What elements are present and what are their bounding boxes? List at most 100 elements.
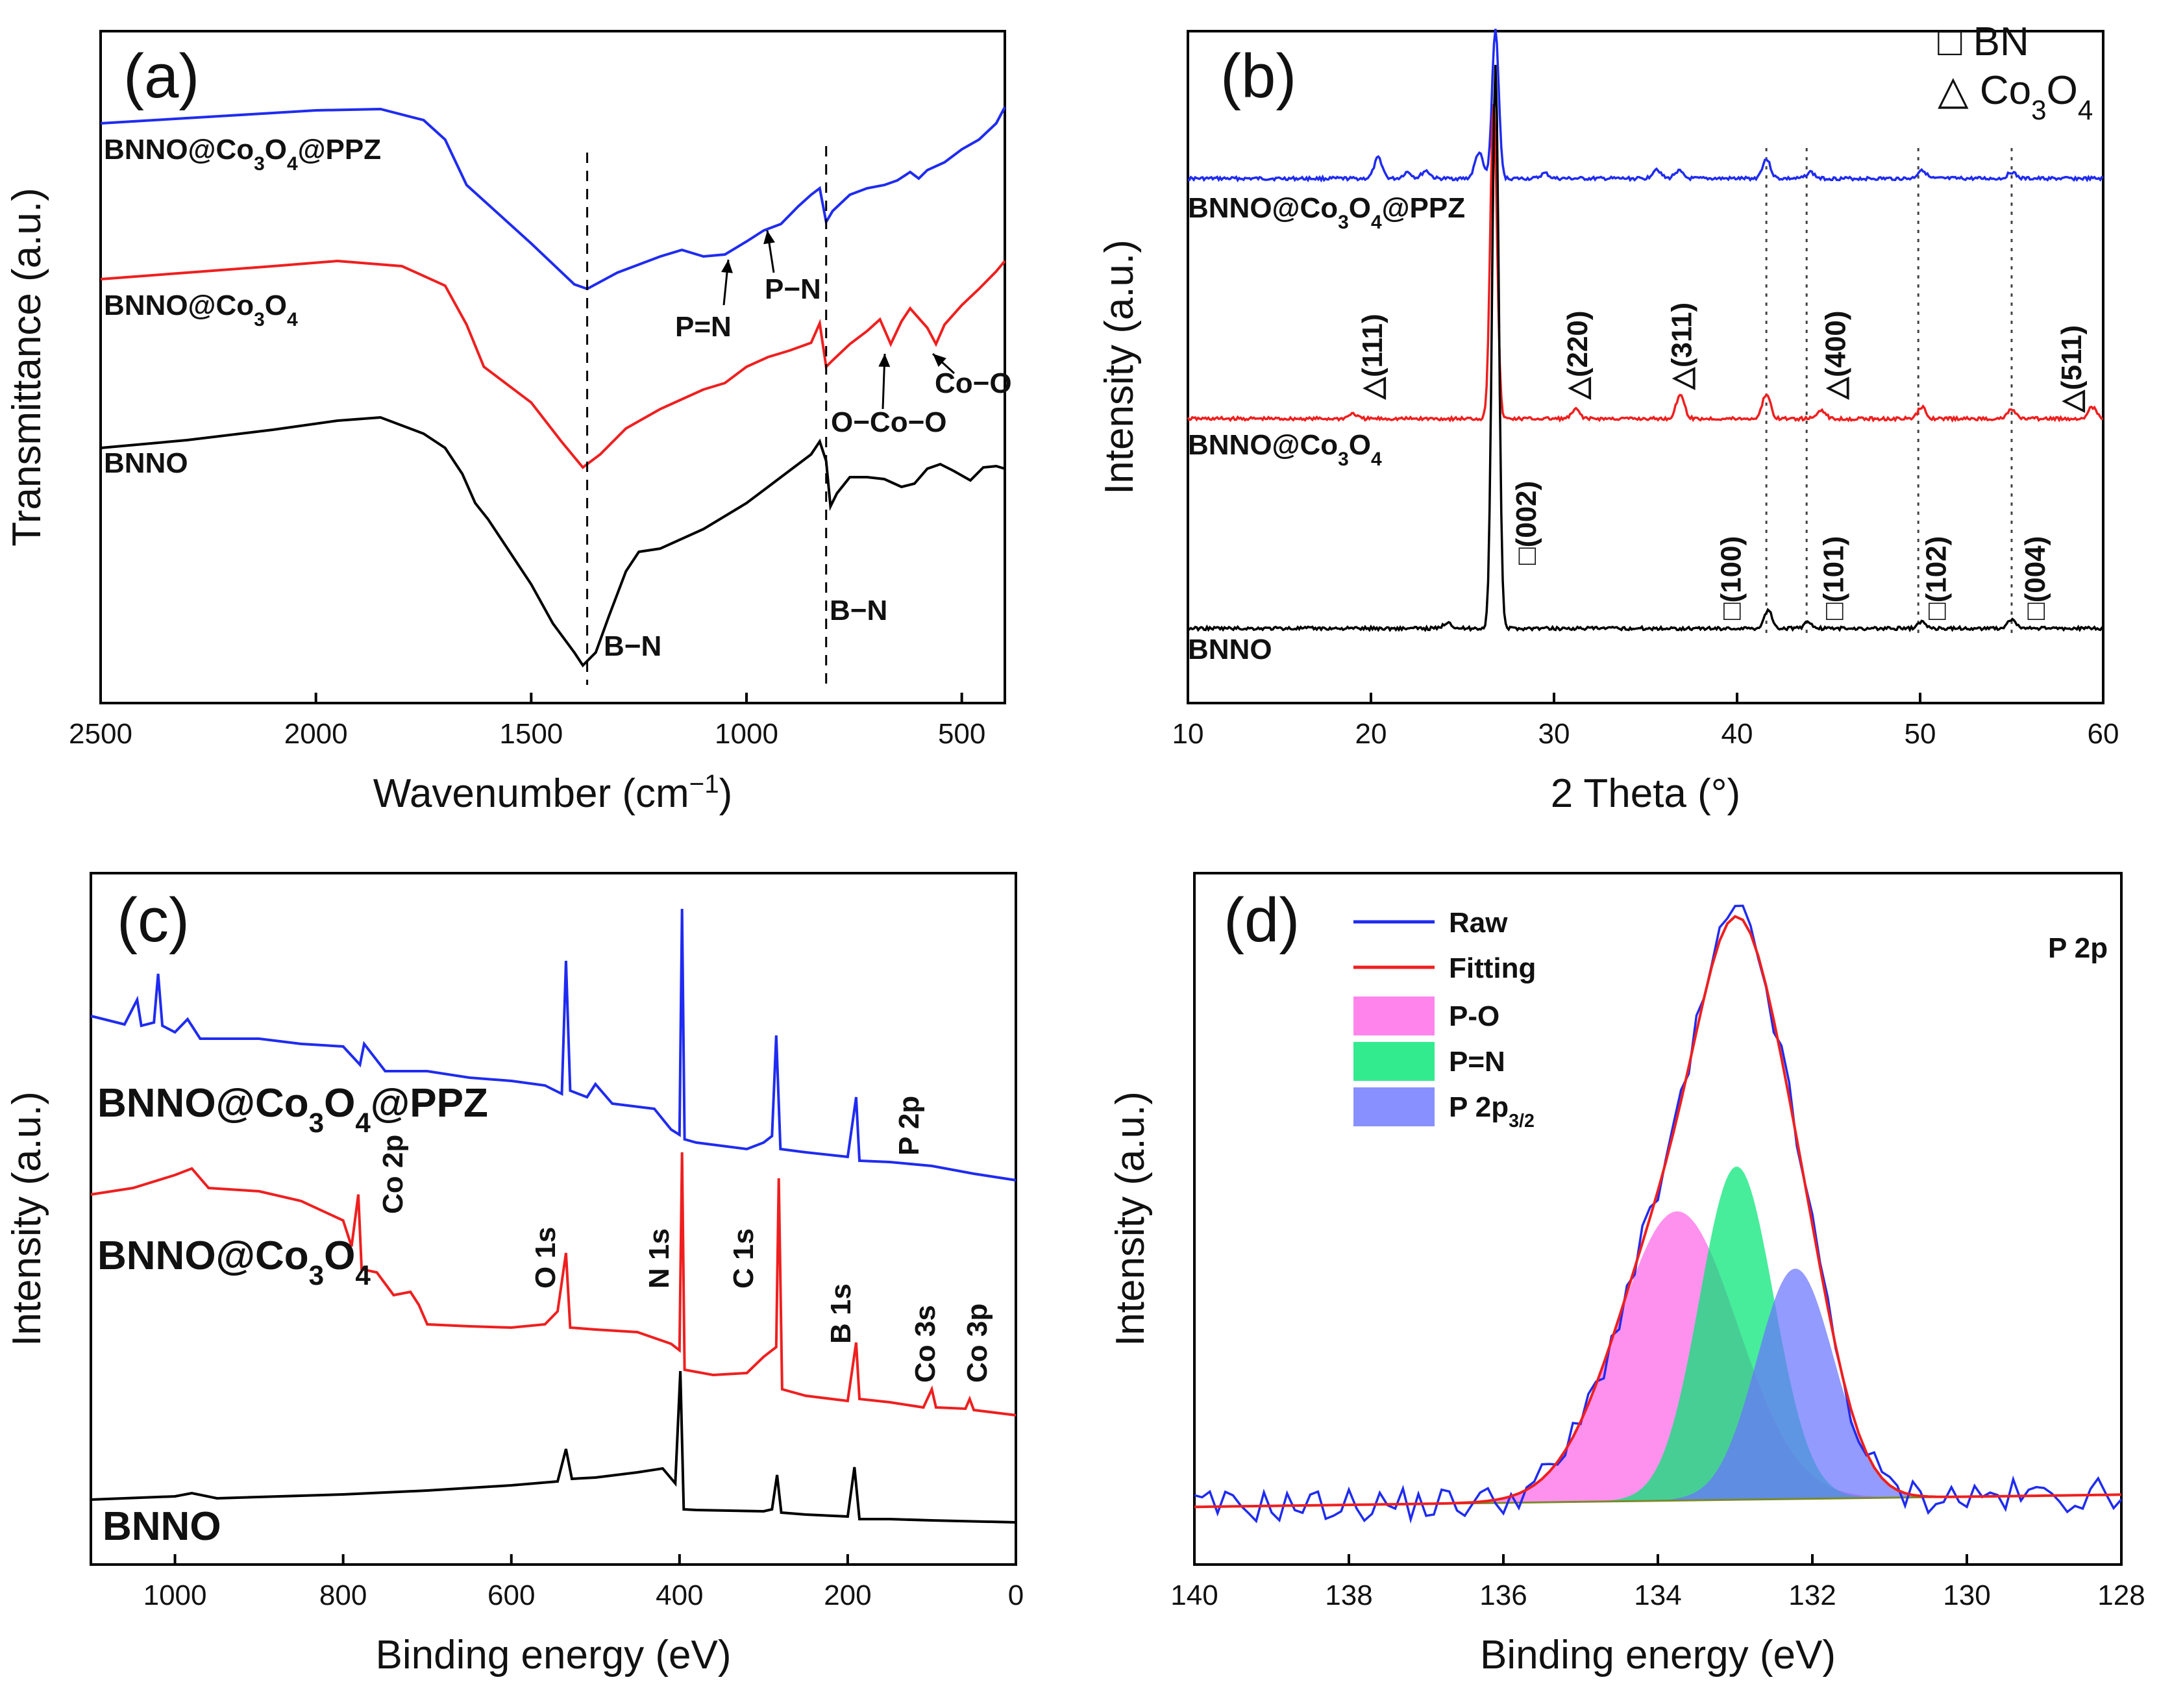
hkl-co-label: △(511) (2056, 325, 2088, 413)
curve-label: BNNO@Co3O4@PPZ (104, 134, 381, 175)
annotation-o-co-o: O−Co−O (831, 406, 947, 438)
x-tick-label: 128 (2097, 1579, 2145, 1611)
curve-label: BNNO (103, 1504, 221, 1549)
hkl-co-label: △(400) (1820, 310, 1851, 400)
x-tick-label: 60 (2088, 718, 2119, 750)
series-bnno-line (100, 415, 1005, 668)
curve-label: BNNO@Co3O4 (97, 1233, 371, 1291)
hkl-bn-label: □(002) (1511, 481, 1542, 565)
x-tick-label: 10 (1172, 718, 1204, 750)
x-tick-label: 500 (938, 718, 985, 750)
annotation-p-n-double: P=N (675, 311, 732, 343)
plot-frame (90, 872, 1017, 1566)
x-tick-label: 0 (1008, 1579, 1024, 1611)
peak-label-co-2p: Co 2p (377, 1135, 409, 1214)
legend-bn: □ BN (1938, 19, 2029, 64)
peak-label-c-1s: C 1s (728, 1228, 759, 1289)
curve-label: BNNO (104, 447, 188, 479)
x-axis-label: Binding energy (eV) (1480, 1633, 1836, 1677)
panel-label: (c) (117, 885, 190, 955)
series-ppz-line (90, 908, 1017, 1182)
series-co3o4-line (90, 1152, 1017, 1417)
annotation-co-o: Co−O (935, 367, 1012, 399)
component-p-o-area (1194, 1211, 2121, 1507)
panel-a: 2500 2000 1500 1000 500 Wavenumber (cm−1) Tran… (5, 30, 1012, 817)
panel-c: 1000 800 600 400 200 0 Binding energy (eV) Inte… (5, 872, 1024, 1677)
plot-frame (99, 30, 1006, 704)
x-tick-label: 132 (1788, 1579, 1836, 1611)
legend-fitting-label: Fitting (1449, 952, 1536, 984)
annotation-p-n-single: P−N (765, 273, 821, 305)
x-axis-label: Binding energy (eV) (376, 1633, 732, 1677)
x-tick-label: 600 (487, 1579, 535, 1611)
legend-p-o-swatch (1353, 996, 1435, 1035)
legend-p-n-swatch (1353, 1042, 1435, 1081)
annotation-b-n-2: B−N (830, 595, 887, 626)
x-tick-label: 2500 (69, 718, 132, 750)
legend-p-n-label: P=N (1449, 1046, 1505, 1078)
legend-raw-label: Raw (1449, 907, 1508, 939)
curve-label: BNNO (1188, 634, 1272, 665)
panel-d: 140 138 136 134 132 130 128 Binding energy (eV)… (1108, 872, 2145, 1677)
y-axis-label: Intensity (a.u.) (1108, 1091, 1153, 1346)
peak-label-o-1s: O 1s (530, 1227, 561, 1289)
arrow-p-n-double-head (721, 260, 733, 273)
x-tick-label: 130 (1943, 1579, 1990, 1611)
hkl-bn-label: □(100) (1716, 536, 1747, 620)
panel-label: (a) (123, 42, 199, 111)
curve-label: BNNO@Co3O4@PPZ (97, 1081, 488, 1138)
plot-frame (1187, 30, 2104, 704)
x-tick-label: 200 (824, 1579, 871, 1611)
y-axis-label: Intensity (a.u.) (1097, 240, 1142, 495)
curve-label: BNNO@Co3O4@PPZ (1188, 192, 1465, 233)
x-tick-label: 20 (1355, 718, 1387, 750)
legend-p-2p32-label: P 2p3/2 (1449, 1091, 1535, 1132)
x-tick-label: 1500 (499, 718, 563, 750)
x-axis-label: 2 Theta (°) (1551, 771, 1740, 816)
curve-label: BNNO@Co3O4 (104, 290, 298, 330)
peak-label-co-3p: Co 3p (961, 1304, 993, 1383)
annotation-b-n-1: B−N (604, 630, 661, 662)
x-tick-label: 400 (656, 1579, 703, 1611)
legend-p-o-label: P-O (1449, 1000, 1499, 1032)
hkl-bn-label: □(101) (1818, 536, 1850, 620)
x-tick-label: 136 (1479, 1579, 1527, 1611)
legend-p-2p32-swatch (1353, 1087, 1435, 1126)
x-tick-label: 138 (1325, 1579, 1372, 1611)
arrow-co-o-head (933, 354, 946, 367)
x-tick-label: 800 (319, 1579, 367, 1611)
x-tick-label: 40 (1721, 718, 1753, 750)
peak-label-p-2p: P 2p (893, 1096, 925, 1156)
x-tick-label: 1000 (143, 1579, 207, 1611)
x-tick-label: 50 (1905, 718, 1936, 750)
chart-title-p-2p: P 2p (2048, 932, 2108, 964)
series-ppz-line (1187, 29, 2104, 183)
hkl-co-label: △(111) (1357, 314, 1388, 400)
hkl-bn-label: □(004) (2019, 536, 2051, 620)
x-tick-label: 1000 (715, 718, 778, 750)
series-raw-line (1194, 904, 2123, 1524)
peak-label-b-1s: B 1s (825, 1283, 857, 1344)
legend-co3o4: △ Co3O4 (1938, 68, 2093, 125)
peak-label-n-1s: N 1s (643, 1228, 675, 1289)
arrow-p-n-single-head (763, 230, 775, 245)
arrow-o-co-o-head (878, 354, 891, 367)
panel-label: (d) (1224, 885, 1300, 955)
series-bnno-line (90, 1370, 1017, 1524)
curve-label: BNNO@Co3O4 (1188, 429, 1382, 470)
x-tick-label: 2000 (284, 718, 348, 750)
series-co3o4-line (100, 259, 1006, 469)
panel-b: 10 20 30 40 50 60 2 Theta (°) Intensity (a.u.) (… (1097, 19, 2119, 816)
y-axis-label: Transmittance (a.u.) (5, 188, 49, 546)
hkl-co-label: △(311) (1666, 303, 1698, 390)
panel-label: (b) (1220, 42, 1296, 111)
series-co3o4-line (1187, 103, 2104, 423)
x-tick-label: 134 (1634, 1579, 1681, 1611)
hkl-co-label: △(220) (1562, 310, 1594, 400)
series-bnno-line (1187, 64, 2104, 633)
series-fitting-line (1194, 915, 2122, 1509)
peak-label-co-3s: Co 3s (909, 1305, 941, 1383)
x-tick-label: 140 (1170, 1579, 1218, 1611)
x-axis-label: Wavenumber (cm−1) (373, 769, 733, 817)
